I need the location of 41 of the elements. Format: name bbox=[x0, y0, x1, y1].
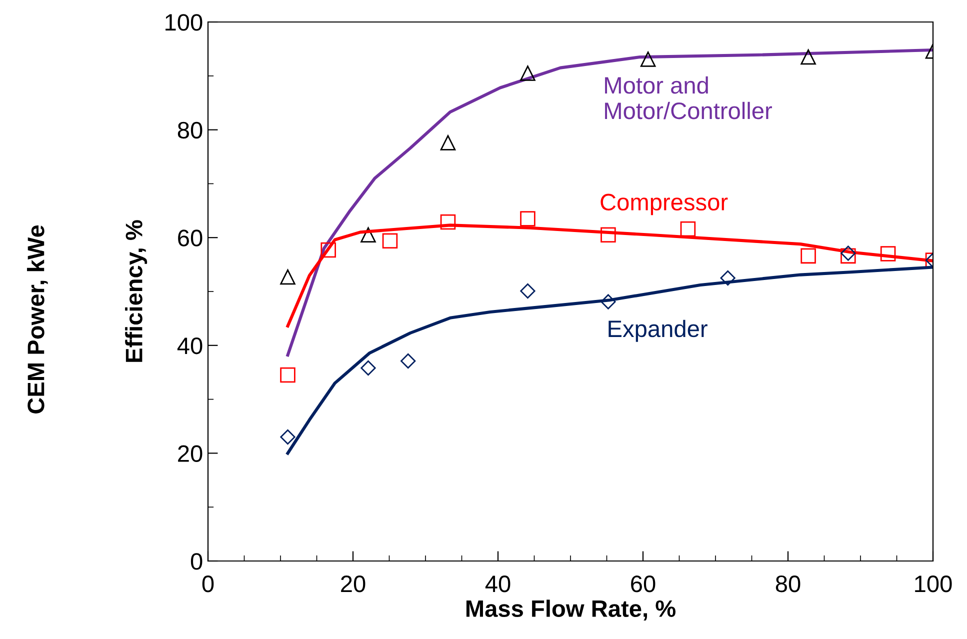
y-tick-label: 60 bbox=[178, 230, 202, 246]
x-tick-label: 60 bbox=[631, 576, 656, 592]
x-tick-label: 100 bbox=[915, 576, 952, 592]
point bbox=[320, 242, 336, 258]
point bbox=[640, 52, 656, 67]
point bbox=[680, 221, 696, 237]
x-tick-label: 40 bbox=[485, 576, 510, 592]
point bbox=[840, 246, 856, 261]
y-tick-label: 0 bbox=[190, 553, 202, 570]
x-tick-label: 20 bbox=[341, 576, 366, 592]
series-label: Motor and Motor/Controller bbox=[605, 76, 772, 120]
y-tick-label: 40 bbox=[177, 337, 202, 354]
text: CEM Power, kWe bbox=[26, 225, 48, 414]
point bbox=[440, 214, 456, 230]
y-tick-label: 20 bbox=[178, 445, 202, 462]
point bbox=[720, 270, 736, 286]
point bbox=[800, 248, 816, 264]
y-tick-label: 80 bbox=[178, 122, 202, 139]
point bbox=[800, 49, 816, 65]
point bbox=[600, 294, 616, 310]
point bbox=[520, 211, 536, 226]
y-tick-label: 100 bbox=[166, 14, 202, 31]
point bbox=[280, 367, 296, 383]
point bbox=[600, 227, 616, 243]
point bbox=[360, 360, 376, 376]
series-label: Compressor bbox=[600, 194, 728, 216]
y-axis-title: Efficiency, % bbox=[125, 220, 148, 362]
x-tick-label: 80 bbox=[776, 576, 800, 592]
x-tick-label: 0 bbox=[202, 576, 214, 592]
point bbox=[440, 135, 456, 150]
point bbox=[520, 66, 536, 81]
point bbox=[360, 227, 376, 243]
point bbox=[280, 269, 296, 285]
point bbox=[400, 353, 416, 369]
point bbox=[520, 283, 536, 299]
point bbox=[382, 233, 398, 248]
point bbox=[840, 248, 856, 264]
x-axis-title: Mass Flow Rate, % bbox=[466, 600, 676, 620]
point bbox=[880, 246, 896, 262]
series-label: Expander bbox=[608, 320, 708, 342]
point bbox=[280, 429, 296, 445]
